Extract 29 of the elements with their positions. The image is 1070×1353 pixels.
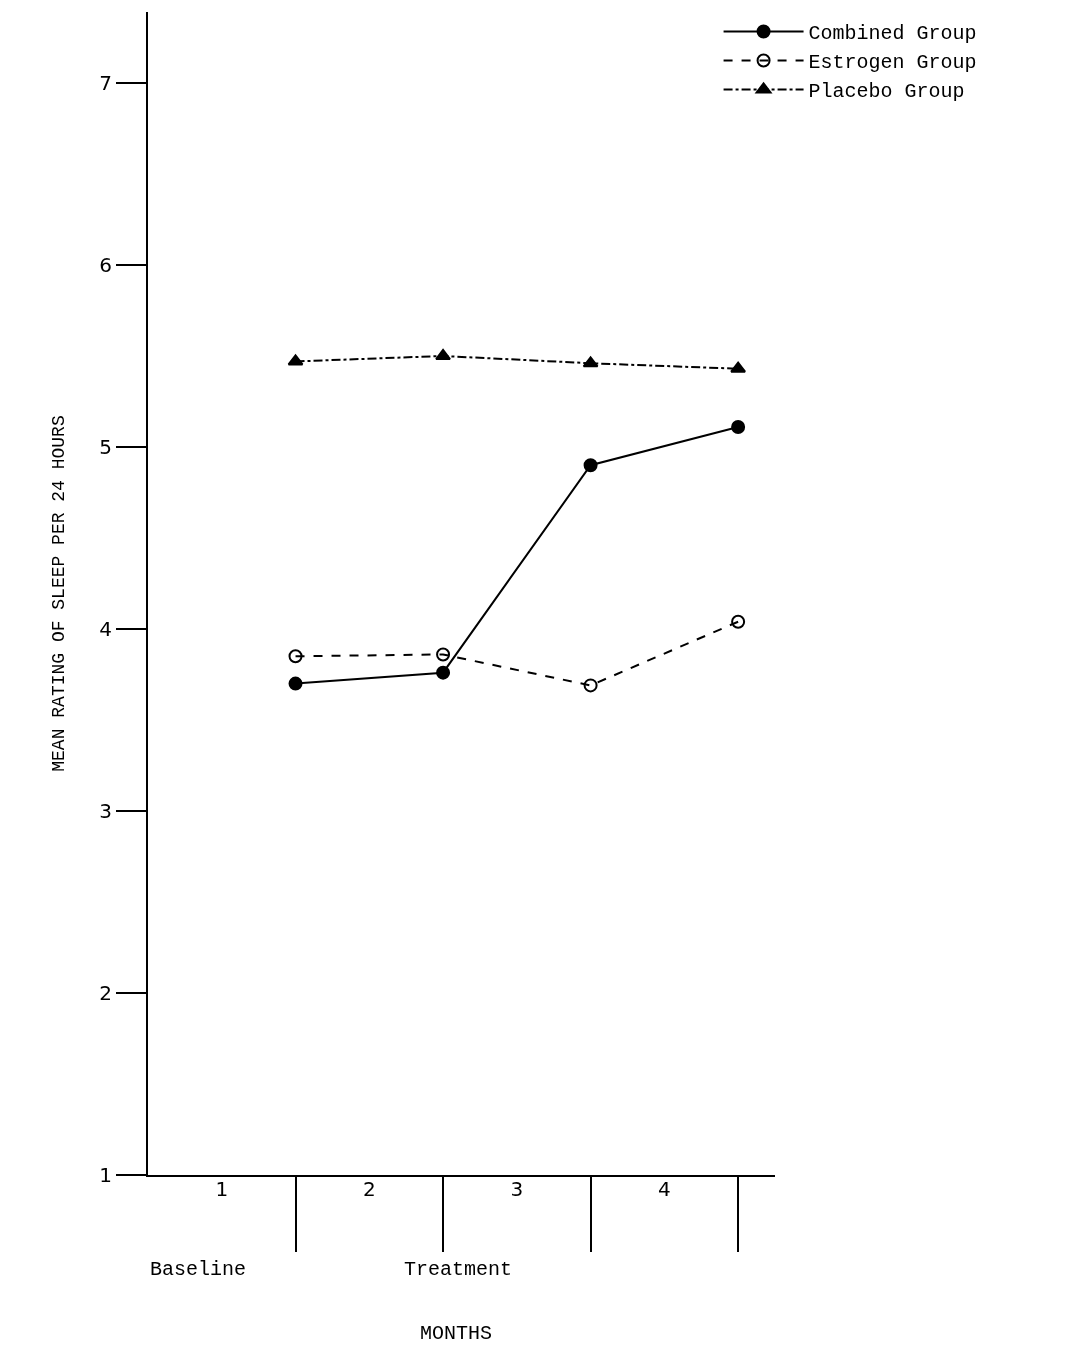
- point: [583, 458, 598, 473]
- point: [582, 356, 599, 368]
- y-tick-label: 4: [99, 616, 112, 641]
- text: Treatment: [404, 1258, 513, 1281]
- x-tick-label: 3: [510, 1177, 524, 1201]
- point: [731, 419, 746, 434]
- point: [731, 614, 746, 629]
- x-tick-label: 2: [362, 1177, 376, 1201]
- point: [730, 361, 747, 373]
- point: [287, 354, 304, 366]
- y-tick-label: 6: [99, 252, 112, 277]
- point: [288, 649, 303, 664]
- y-tick-label: 2: [99, 981, 112, 1005]
- point: [436, 647, 451, 662]
- legend-label: Estrogen Group: [808, 51, 977, 75]
- text: Baseline: [150, 1258, 247, 1281]
- point: [436, 665, 451, 680]
- legend-label: Placebo Group: [808, 80, 965, 104]
- x-tick-label: 1: [215, 1177, 229, 1201]
- y-tick-label: 5: [99, 434, 112, 459]
- point: [288, 676, 303, 691]
- point: [435, 348, 451, 360]
- y-tick-label: 7: [99, 70, 112, 95]
- y-axis-title: MEAN RATING OF SLEEP PER 24 HOURS: [48, 415, 69, 772]
- text: MONTHS: [420, 1322, 493, 1345]
- legend-label: Combined Group: [808, 22, 977, 46]
- x-tick-label: 4: [657, 1177, 671, 1201]
- y-tick-label: 3: [99, 798, 112, 823]
- point: [583, 678, 598, 693]
